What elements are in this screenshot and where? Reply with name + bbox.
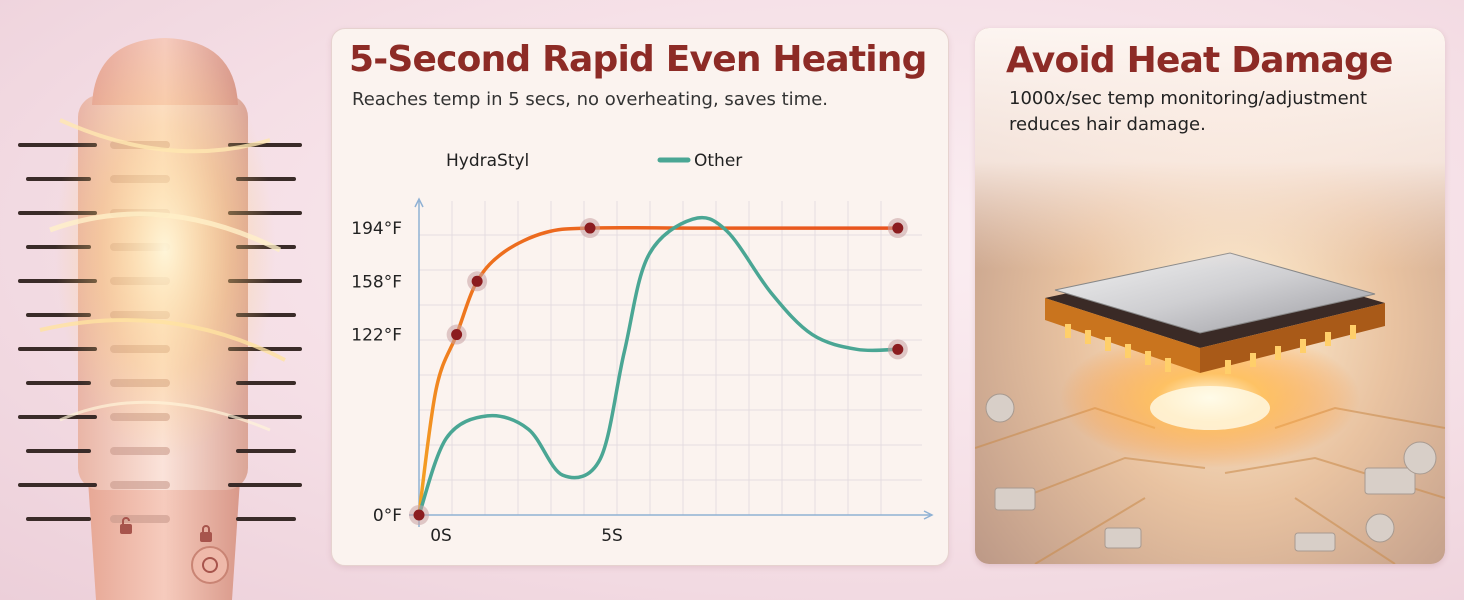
heating-chart-panel: 5-Second Rapid Even Heating Reaches temp…	[331, 28, 949, 566]
series-line-other	[417, 215, 900, 517]
legend-label: HydraStyl	[446, 151, 529, 171]
data-point	[892, 343, 904, 355]
damage-description: 1000x/sec temp monitoring/adjustment red…	[1009, 88, 1368, 135]
data-point	[892, 222, 904, 234]
y-tick-label: 0°F	[373, 506, 402, 526]
data-point	[413, 509, 425, 521]
y-tick-label: 194°F	[351, 219, 402, 239]
chart-subtitle: Reaches temp in 5 secs, no overheating, …	[352, 89, 829, 110]
x-axis-arrow	[923, 510, 934, 520]
unlock-icon	[120, 517, 132, 534]
x-tick-label: 5S	[601, 526, 623, 546]
x-tick-label: 0S	[430, 526, 452, 546]
data-point	[451, 329, 463, 341]
y-tick-label: 122°F	[351, 326, 402, 346]
data-point	[584, 222, 596, 234]
lock-icon	[200, 525, 212, 542]
legend-label: Other	[694, 151, 742, 171]
y-axis-arrow	[414, 197, 424, 208]
series-line-hydrastyl	[417, 225, 900, 517]
y-tick-label: 158°F	[351, 272, 402, 292]
data-point	[471, 275, 483, 287]
heating-line-chart: 0°F 122°F 158°F 194°F 0S 5S HydraStyl Other	[351, 151, 934, 546]
power-button-icon	[191, 546, 229, 584]
heat-damage-panel: Avoid Heat Damage 1000x/sec temp monitor…	[975, 28, 1445, 564]
damage-title: Avoid Heat Damage	[1006, 40, 1393, 81]
chart-title: 5-Second Rapid Even Heating	[349, 39, 927, 80]
hair-brush-illustration	[18, 38, 302, 600]
microchip-illustration	[975, 28, 1445, 564]
